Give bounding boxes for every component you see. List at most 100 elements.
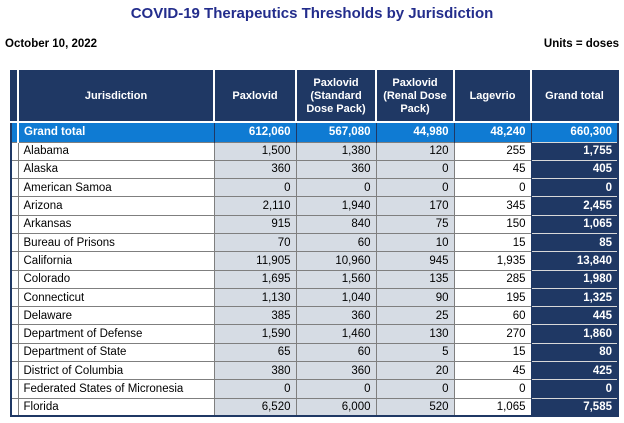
- cell-grand-total: 425: [530, 361, 618, 380]
- cell-paxlovid: 11,905: [213, 251, 296, 271]
- col-header-paxlovid: Paxlovid: [213, 71, 296, 122]
- cell-paxlovid: 70: [213, 232, 296, 252]
- cell-paxlovid-standard: 0: [295, 178, 376, 197]
- report-date: October 10, 2022: [5, 38, 98, 50]
- cell-paxlovid: 1,695: [213, 269, 296, 289]
- page-title: COVID-19 Therapeutics Thresholds by Juri…: [130, 5, 494, 22]
- cell-paxlovid-standard: 360: [295, 361, 376, 380]
- row-spacer-cell: [11, 342, 18, 362]
- cell-grand-total: 1,860: [530, 324, 618, 344]
- row-spacer-cell: [11, 379, 18, 399]
- row-spacer-cell: [11, 397, 18, 417]
- cell-lagevrio: 195: [453, 287, 531, 307]
- cell-lagevrio: 150: [453, 214, 531, 234]
- grand-total-lagevrio: 48,240: [453, 121, 531, 142]
- cell-paxlovid-renal: 945: [375, 251, 454, 271]
- grand-total-spacer-cell: [11, 121, 18, 142]
- row-spacer-cell: [11, 178, 18, 197]
- table-row: Delaware 385 360 25 60 445: [11, 306, 618, 325]
- row-spacer-cell: [11, 251, 18, 271]
- cell-paxlovid-standard: 1,460: [295, 324, 376, 344]
- cell-grand-total: 80: [530, 342, 618, 362]
- table-row: Florida 6,520 6,000 520 1,065 7,585: [11, 397, 618, 417]
- cell-paxlovid: 1,500: [213, 141, 296, 161]
- row-spacer-cell: [11, 306, 18, 325]
- cell-jurisdiction: Federated States of Micronesia: [17, 379, 214, 399]
- units-label: Units = doses: [543, 38, 619, 50]
- cell-lagevrio: 45: [453, 159, 531, 179]
- cell-paxlovid-standard: 0: [295, 379, 376, 399]
- row-spacer-cell: [11, 196, 18, 216]
- cell-paxlovid-standard: 1,940: [295, 196, 376, 216]
- row-spacer-cell: [11, 214, 18, 234]
- cell-paxlovid: 380: [213, 361, 296, 380]
- table-row: District of Columbia 380 360 20 45 425: [11, 361, 618, 380]
- table-row: Alabama 1,500 1,380 120 255 1,755: [11, 141, 618, 161]
- cell-paxlovid-renal: 120: [375, 141, 454, 161]
- cell-paxlovid-standard: 840: [295, 214, 376, 234]
- cell-jurisdiction: Colorado: [17, 269, 214, 289]
- table-row: Alaska 360 360 0 45 405: [11, 159, 618, 179]
- row-spacer-cell: [11, 361, 18, 380]
- col-header-paxlovid-renal: Paxlovid (Renal Dose Pack): [375, 71, 454, 122]
- cell-paxlovid: 0: [213, 379, 296, 399]
- cell-paxlovid-renal: 25: [375, 306, 454, 325]
- thresholds-table: Jurisdiction Paxlovid Paxlovid (Standard…: [10, 70, 619, 418]
- cell-paxlovid: 1,130: [213, 287, 296, 307]
- cell-jurisdiction: Connecticut: [17, 287, 214, 307]
- cell-grand-total: 85: [530, 232, 618, 252]
- grand-total-paxlovid-renal: 44,980: [375, 121, 454, 142]
- grand-total-grand-total: 660,300: [530, 121, 618, 142]
- table-body: Grand total 612,060 567,080 44,980 48,24…: [11, 121, 618, 417]
- cell-lagevrio: 0: [453, 178, 531, 197]
- cell-jurisdiction: Delaware: [17, 306, 214, 325]
- cell-jurisdiction: Arizona: [17, 196, 214, 216]
- cell-jurisdiction: American Samoa: [17, 178, 214, 197]
- cell-paxlovid: 65: [213, 342, 296, 362]
- col-header-jurisdiction: Jurisdiction: [17, 71, 214, 122]
- cell-paxlovid-renal: 0: [375, 159, 454, 179]
- cell-lagevrio: 15: [453, 232, 531, 252]
- cell-grand-total: 1,980: [530, 269, 618, 289]
- cell-paxlovid: 6,520: [213, 397, 296, 417]
- cell-paxlovid-renal: 170: [375, 196, 454, 216]
- grand-total-label: Grand total: [17, 121, 214, 142]
- cell-jurisdiction: District of Columbia: [17, 361, 214, 380]
- meta-row: October 10, 2022 Units = doses: [5, 38, 619, 50]
- cell-paxlovid-standard: 360: [295, 306, 376, 325]
- cell-grand-total: 1,065: [530, 214, 618, 234]
- table-row: Department of State 65 60 5 15 80: [11, 342, 618, 362]
- cell-paxlovid: 0: [213, 178, 296, 197]
- row-spacer-cell: [11, 159, 18, 179]
- cell-grand-total: 1,755: [530, 141, 618, 161]
- row-spacer-cell: [11, 232, 18, 252]
- header-row: Jurisdiction Paxlovid Paxlovid (Standard…: [11, 71, 618, 122]
- cell-jurisdiction: California: [17, 251, 214, 271]
- cell-paxlovid-standard: 60: [295, 342, 376, 362]
- row-spacer-cell: [11, 324, 18, 344]
- cell-paxlovid-standard: 1,560: [295, 269, 376, 289]
- cell-lagevrio: 1,065: [453, 397, 531, 417]
- cell-jurisdiction: Alabama: [17, 141, 214, 161]
- table-row: Arizona 2,110 1,940 170 345 2,455: [11, 196, 618, 216]
- grand-total-paxlovid-standard: 567,080: [295, 121, 376, 142]
- cell-lagevrio: 345: [453, 196, 531, 216]
- cell-jurisdiction: Department of Defense: [17, 324, 214, 344]
- table-row: Colorado 1,695 1,560 135 285 1,980: [11, 269, 618, 289]
- cell-grand-total: 0: [530, 379, 618, 399]
- cell-paxlovid-renal: 135: [375, 269, 454, 289]
- cell-lagevrio: 285: [453, 269, 531, 289]
- cell-paxlovid-standard: 1,040: [295, 287, 376, 307]
- table-row: Arkansas 915 840 75 150 1,065: [11, 214, 618, 234]
- cell-lagevrio: 60: [453, 306, 531, 325]
- cell-paxlovid-standard: 60: [295, 232, 376, 252]
- cell-jurisdiction: Department of State: [17, 342, 214, 362]
- header-spacer-cell: [11, 71, 18, 122]
- col-header-grand-total: Grand total: [530, 71, 618, 122]
- cell-paxlovid: 360: [213, 159, 296, 179]
- cell-jurisdiction: Arkansas: [17, 214, 214, 234]
- cell-grand-total: 445: [530, 306, 618, 325]
- grand-total-row: Grand total 612,060 567,080 44,980 48,24…: [11, 121, 618, 142]
- table-row: California 11,905 10,960 945 1,935 13,840: [11, 251, 618, 271]
- table-row: Connecticut 1,130 1,040 90 195 1,325: [11, 287, 618, 307]
